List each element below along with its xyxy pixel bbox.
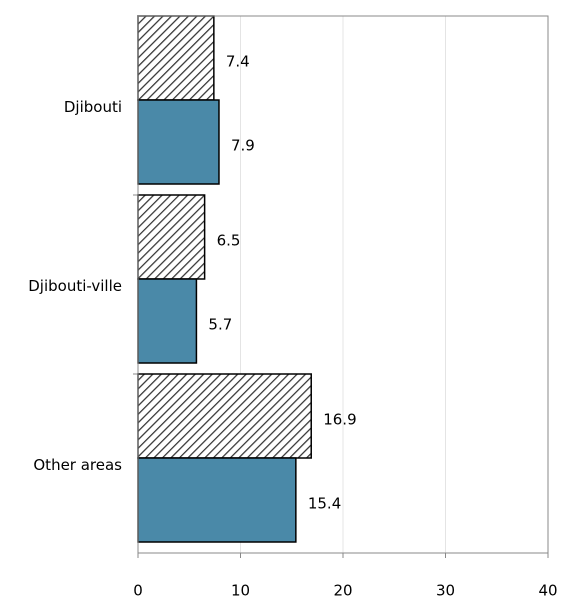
bar xyxy=(137,278,198,364)
bar xyxy=(137,194,206,280)
value-label: 7.4 xyxy=(226,53,250,71)
value-label: 5.7 xyxy=(208,316,232,334)
value-label: 16.9 xyxy=(323,411,356,429)
y-tick-label: Djibouti xyxy=(64,98,122,116)
y-tick-label: Djibouti-ville xyxy=(28,277,122,295)
x-tick-label: 10 xyxy=(231,582,250,600)
x-tick-label: 0 xyxy=(133,582,143,600)
x-tick-label: 20 xyxy=(333,582,352,600)
plot-frame xyxy=(137,15,549,554)
bar xyxy=(137,15,215,101)
value-label: 15.4 xyxy=(308,495,341,513)
bar xyxy=(137,373,312,459)
value-label: 7.9 xyxy=(231,137,255,155)
bar xyxy=(137,99,220,185)
y-tick-label: Other areas xyxy=(33,456,122,474)
x-tick-label: 30 xyxy=(436,582,455,600)
bar xyxy=(137,457,297,543)
value-label: 6.5 xyxy=(217,232,241,250)
x-tick-label: 40 xyxy=(538,582,557,600)
